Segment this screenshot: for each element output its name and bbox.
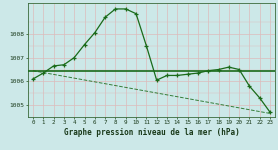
X-axis label: Graphe pression niveau de la mer (hPa): Graphe pression niveau de la mer (hPa) (64, 128, 239, 137)
